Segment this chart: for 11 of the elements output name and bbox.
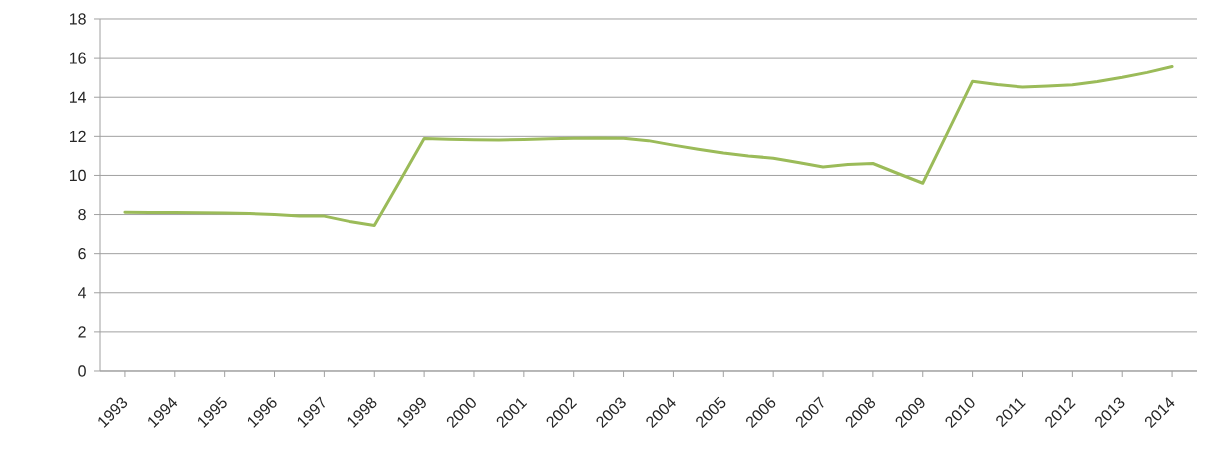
- y-tick-label: 14: [69, 91, 87, 103]
- y-tick-label: 6: [78, 248, 86, 260]
- y-tick-label: 16: [69, 52, 86, 64]
- line-series: [123, 65, 1174, 227]
- y-tick-label: 2: [78, 326, 86, 338]
- y-tick-label: 18: [69, 13, 86, 25]
- y-tick-label: 12: [69, 130, 86, 142]
- y-tick-label: 4: [78, 287, 87, 299]
- y-tick-label: 0: [78, 365, 86, 377]
- y-tick-label: 8: [78, 208, 86, 221]
- y-tick-label: 10: [69, 169, 86, 182]
